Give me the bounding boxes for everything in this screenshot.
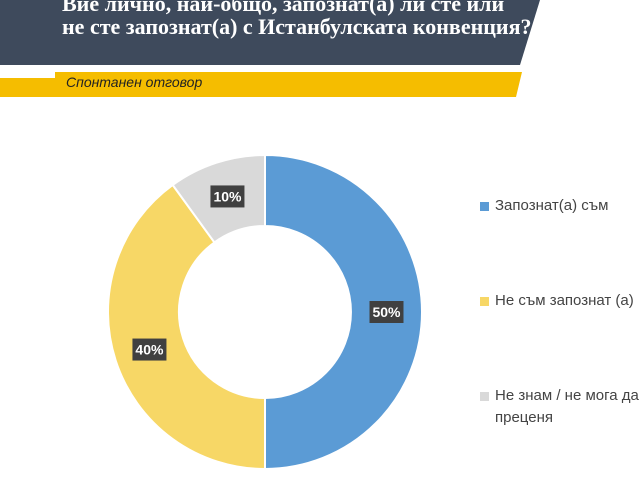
legend-swatch (480, 297, 489, 306)
legend-label: Запознат(а) съм (495, 197, 609, 214)
subtitle: Спонтанен отговор (66, 74, 203, 90)
value-label-box (369, 301, 404, 323)
value-label-box (210, 185, 245, 208)
header (0, 0, 540, 97)
value-label: 50% (372, 304, 401, 320)
legend-swatch (480, 202, 489, 211)
legend-item: Запознат(а) съм (480, 195, 640, 217)
value-label-box (132, 338, 167, 361)
value-label: 40% (135, 342, 164, 358)
title: Вие лично, най-общо, запознат(а) ли сте … (62, 0, 532, 39)
legend-item: Не съм запознат (а) (480, 290, 640, 312)
legend-label: Не знам / не мога да преценя (495, 387, 639, 426)
value-label: 10% (213, 188, 242, 204)
title-band (0, 0, 540, 65)
legend-swatch (480, 392, 489, 401)
legend-label: Не съм запознат (а) (495, 292, 634, 309)
donut-slice (107, 183, 266, 471)
subtitle-band (0, 72, 522, 97)
donut-slice (264, 153, 423, 471)
legend-item: Не знам / не мога да преценя (480, 385, 640, 429)
